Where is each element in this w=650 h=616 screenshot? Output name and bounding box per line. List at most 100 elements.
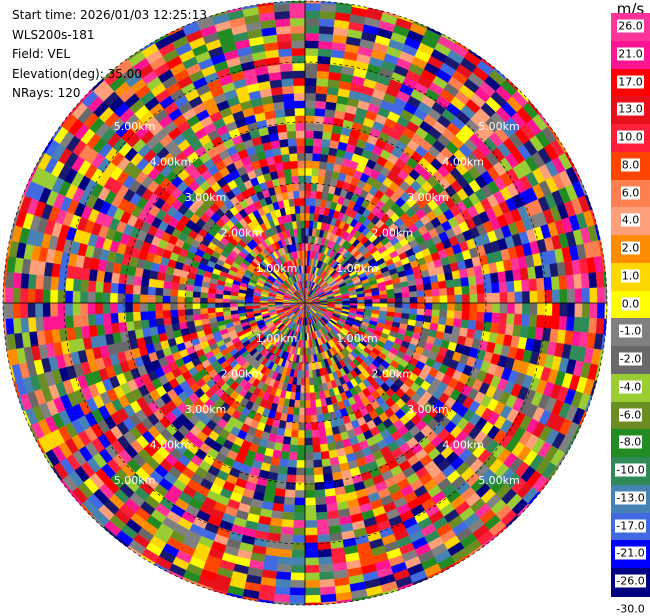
velocity-gate (320, 594, 336, 603)
velocity-gate (171, 282, 179, 290)
velocity-gate (289, 146, 298, 154)
velocity-gate (469, 312, 477, 321)
velocity-gate (305, 498, 316, 506)
elevation-text: Elevation(deg): 35.00 (12, 65, 207, 85)
velocity-gate (164, 324, 173, 333)
velocity-gate (296, 123, 305, 131)
velocity-gate (230, 299, 238, 303)
velocity-gate (321, 146, 330, 154)
velocity-gate (305, 460, 314, 468)
velocity-gate (308, 355, 312, 363)
velocity-gate (305, 475, 314, 483)
velocity-gate (299, 408, 305, 416)
velocity-gate (43, 289, 51, 303)
velocity-gate (163, 281, 171, 289)
velocity-gate (155, 303, 163, 311)
velocity-gate (320, 579, 335, 588)
velocity-gate (530, 291, 538, 303)
range-label: 5.00km (478, 120, 520, 133)
velocity-gate (200, 292, 208, 298)
velocity-gate (522, 303, 530, 315)
velocity-gate (305, 453, 313, 461)
velocity-gate (312, 161, 320, 169)
field-text: Field: VEL (12, 45, 207, 65)
velocity-gate (431, 282, 439, 290)
velocity-gate (298, 430, 305, 438)
velocity-gate (475, 321, 484, 331)
velocity-gate (292, 415, 299, 423)
velocity-gate (597, 303, 605, 319)
velocity-gate (110, 283, 118, 294)
velocity-gate (470, 294, 478, 303)
velocity-gate (193, 297, 201, 303)
range-label: 1.00km (336, 332, 378, 345)
velocity-gate (28, 274, 37, 289)
velocity-gate (283, 93, 294, 101)
velocity-gate (424, 309, 432, 316)
velocity-gate (274, 594, 290, 603)
velocity-gate (305, 385, 310, 393)
velocity-gate (305, 63, 318, 71)
velocity-gate (514, 280, 522, 292)
velocity-gate (446, 318, 454, 327)
velocity-gate (200, 308, 208, 314)
velocity-gate (292, 176, 299, 184)
velocity-gate (302, 243, 305, 251)
velocity-gate (319, 436, 327, 444)
velocity-gate (80, 291, 88, 303)
velocity-gate (170, 310, 178, 317)
velocity-gate (313, 452, 322, 460)
velocity-gate (13, 288, 21, 303)
velocity-gate (470, 303, 478, 312)
velocity-gate (305, 400, 311, 408)
velocity-gate (309, 385, 314, 393)
velocity-gate (125, 294, 133, 303)
velocity-gate (365, 296, 373, 300)
velocity-gate (305, 213, 310, 221)
velocity-gate (279, 139, 288, 148)
velocity-gate (103, 282, 111, 293)
velocity-gate (281, 527, 294, 535)
colorbar-tick-text: 13.0 (617, 103, 644, 116)
velocity-gate (437, 273, 446, 282)
velocity-gate (311, 422, 318, 430)
velocity-gate (417, 303, 425, 309)
velocity-gate (305, 363, 309, 371)
velocity-gate (582, 288, 590, 303)
velocity-gate (372, 299, 380, 303)
velocity-gate (454, 311, 462, 320)
velocity-gate (490, 273, 499, 284)
velocity-gate (395, 298, 403, 303)
velocity-gate (282, 444, 291, 452)
range-label: 3.00km (407, 403, 449, 416)
velocity-gate (148, 319, 156, 328)
velocity-gate (28, 288, 36, 303)
velocity-gate (387, 298, 395, 303)
velocity-gate (285, 108, 296, 116)
velocity-gate (300, 400, 306, 408)
velocity-gate (551, 276, 560, 290)
velocity-gate (395, 303, 403, 308)
velocity-gate (409, 291, 417, 297)
velocity-gate (301, 228, 305, 236)
velocity-gate (492, 303, 500, 313)
velocity-gate (305, 408, 311, 416)
velocity-gate (305, 183, 311, 191)
velocity-gate (140, 294, 148, 303)
velocity-gate (73, 291, 81, 303)
velocity-gate (314, 392, 320, 400)
velocity-gate (320, 444, 329, 452)
velocity-gate (208, 293, 216, 298)
velocity-gate (305, 138, 314, 146)
velocity-gate (281, 71, 294, 79)
velocity-gate (305, 236, 309, 244)
colorbar-tick-label: 10.0 (611, 131, 650, 144)
velocity-gate (305, 168, 312, 176)
velocity-gate (28, 317, 37, 332)
velocity-gate (305, 468, 314, 476)
velocity-gate (290, 437, 298, 445)
velocity-gate (148, 303, 156, 311)
velocity-gate (430, 275, 439, 283)
velocity-gate (315, 399, 321, 407)
velocity-gate (290, 588, 305, 596)
